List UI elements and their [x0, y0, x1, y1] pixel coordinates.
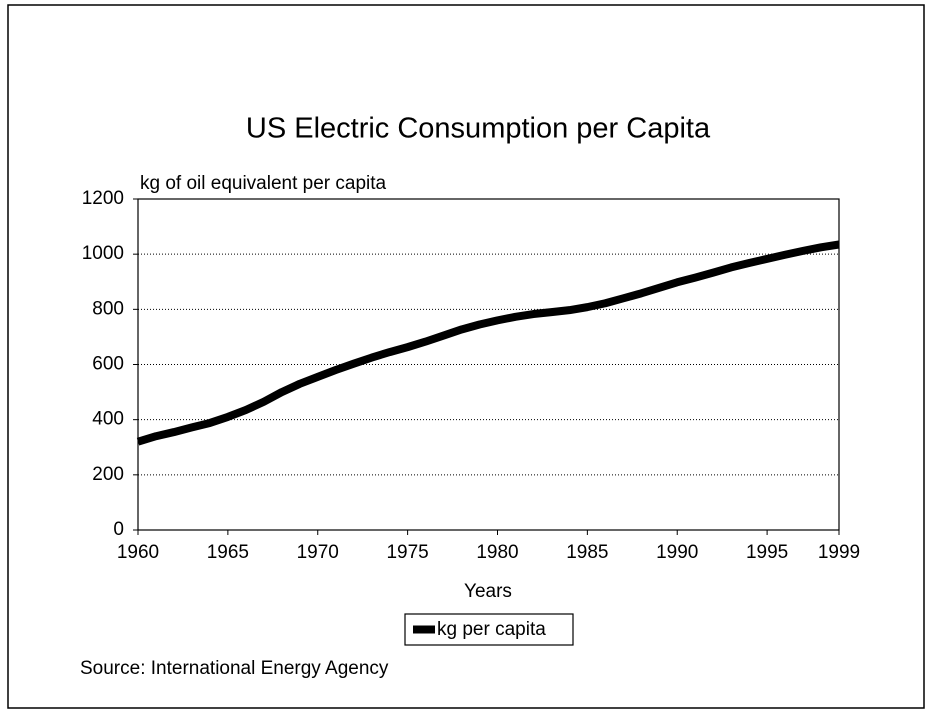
- y-tick-label: 1000: [82, 243, 124, 264]
- y-tick-label: 0: [113, 519, 124, 540]
- frame: [7, 4, 925, 709]
- x-tick-label: 1960: [117, 542, 159, 563]
- y-tick-label: 200: [92, 464, 124, 485]
- y-tick-label: 400: [92, 409, 124, 430]
- x-tick-label: 1980: [476, 542, 518, 563]
- x-axis-label: Years: [464, 581, 512, 602]
- x-tick-label: 1975: [386, 542, 428, 563]
- data-line: [136, 240, 840, 446]
- y-tick-label: 600: [92, 354, 124, 375]
- y-tick-label: 800: [92, 298, 124, 319]
- chart-title: US Electric Consumption per Capita: [246, 113, 711, 145]
- x-tick-label: 1995: [746, 542, 788, 563]
- x-tick-label: 1985: [566, 542, 608, 563]
- x-tick-label: 1970: [297, 542, 339, 563]
- x-tick-label: 1965: [207, 542, 249, 563]
- source-note: Source: International Energy Agency: [80, 658, 389, 679]
- y-tick-label: 1200: [82, 188, 124, 209]
- legend-label: kg per capita: [437, 619, 546, 640]
- plot-area: [137, 198, 840, 531]
- x-tick-label: 1990: [656, 542, 698, 563]
- y-axis-label: kg of oil equivalent per capita: [140, 173, 387, 194]
- x-tick-label: 1999: [818, 542, 860, 563]
